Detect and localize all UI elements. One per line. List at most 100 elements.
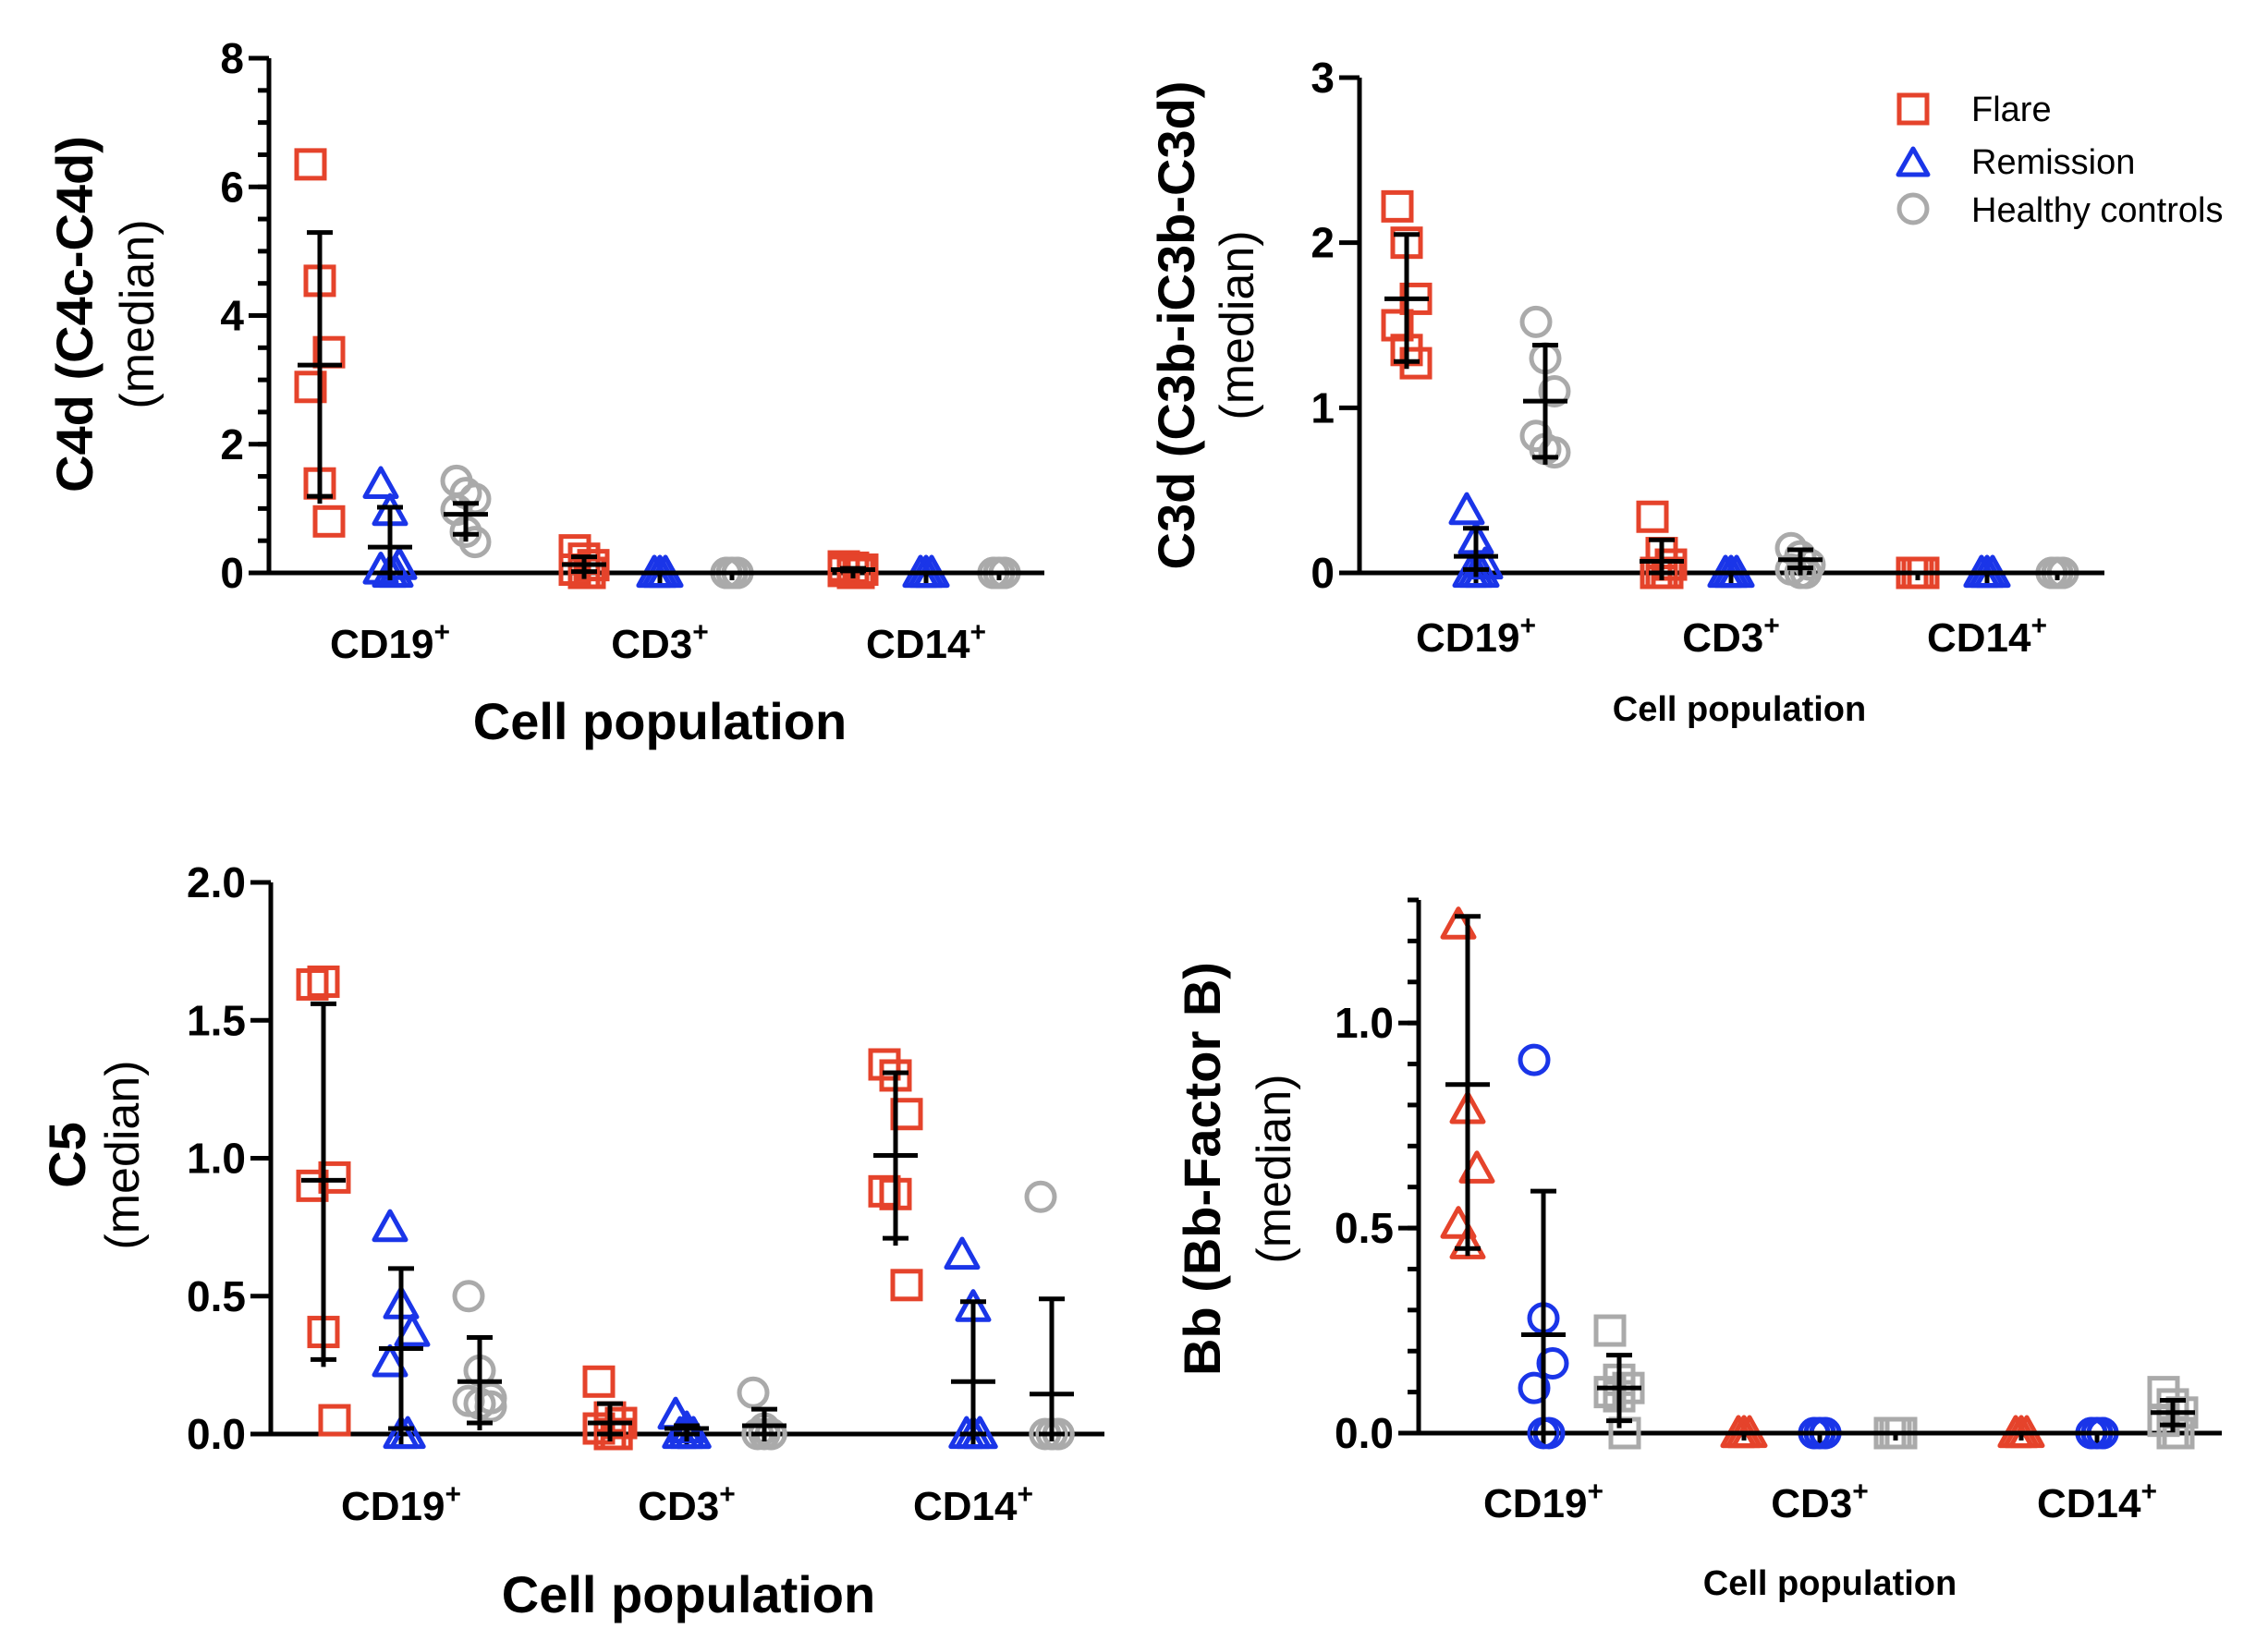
data-point-circle <box>737 1376 770 1409</box>
data-group <box>440 464 492 559</box>
y-tick-label: 0.0 <box>187 1410 246 1458</box>
category-superscript: + <box>2140 1477 2157 1507</box>
data-group <box>452 1280 507 1431</box>
data-point-circle <box>1518 1043 1551 1076</box>
data-group <box>1593 1314 1645 1450</box>
data-group <box>1707 554 1755 589</box>
data-point-square <box>868 1174 901 1208</box>
data-group <box>868 1048 923 1302</box>
x-category-label: CD19+ <box>341 1479 461 1529</box>
data-group <box>902 554 950 589</box>
series-healthy-controls <box>1593 1314 2199 1450</box>
data-point-square <box>318 1161 351 1194</box>
data-point-square <box>312 504 346 538</box>
x-axis-title: Cell population <box>502 1565 875 1623</box>
data-point-circle <box>1519 305 1553 338</box>
data-point-triangle <box>394 1314 431 1347</box>
category-superscript: + <box>1763 611 1780 641</box>
y-axis-title: C5 <box>38 1122 96 1188</box>
category-name: CD3 <box>638 1484 719 1529</box>
y-axis-title: C4d (C4c-C4d) <box>45 136 104 492</box>
x-category-label: CD14+ <box>913 1479 1033 1529</box>
category-name: CD3 <box>1771 1481 1852 1526</box>
legend-item-flare: Flare <box>1896 91 2052 129</box>
legend-square-icon <box>1896 92 1930 126</box>
data-group <box>827 550 879 590</box>
x-axis-title: Cell population <box>1613 690 1866 729</box>
x-category-label: CD3+ <box>1682 611 1780 661</box>
data-point-square <box>307 965 340 998</box>
data-point-square <box>868 1048 901 1081</box>
series-healthy-controls <box>440 464 1021 590</box>
data-point-triangle <box>1449 1226 1486 1259</box>
category-name: CD19 <box>1416 615 1520 661</box>
data-point-circle <box>474 1390 507 1423</box>
data-group <box>296 965 351 1437</box>
data-point-triangle <box>944 1236 981 1270</box>
data-point-square <box>2162 1416 2195 1450</box>
data-group <box>1519 305 1571 469</box>
data-point-triangle <box>1448 492 1485 526</box>
series-remission <box>362 466 950 589</box>
legend-label: Flare <box>1971 91 2052 129</box>
data-point-circle <box>1518 1371 1551 1404</box>
data-group <box>1381 189 1433 380</box>
data-group <box>1440 906 1495 1259</box>
data-group <box>1024 1180 1075 1451</box>
y-tick-label: 2 <box>1311 219 1335 267</box>
series-flare <box>296 965 923 1451</box>
category-superscript: + <box>692 617 709 648</box>
y-tick-label: 1.0 <box>1335 999 1394 1047</box>
category-superscript: + <box>445 1479 461 1510</box>
category-superscript: + <box>1519 611 1536 641</box>
data-point-triangle <box>362 466 399 500</box>
y-axis-title: C3d (C3b-iC3b-C3d) <box>1147 81 1205 570</box>
data-point-square <box>318 1404 351 1437</box>
data-group <box>1896 556 1940 590</box>
data-group <box>737 1376 787 1451</box>
y-tick-label: 0.5 <box>187 1272 246 1320</box>
series-healthy-controls <box>1519 305 2079 590</box>
category-superscript: + <box>1587 1477 1603 1507</box>
legend-item-healthy-controls: Healthy controls <box>1896 191 2223 230</box>
data-point-square <box>1636 500 1669 533</box>
category-name: CD19 <box>341 1484 445 1529</box>
data-group <box>1798 1416 1842 1450</box>
data-group <box>944 1236 998 1450</box>
data-point-triangle <box>372 1209 408 1243</box>
data-point-square <box>294 148 327 181</box>
data-point-square <box>890 1098 923 1131</box>
category-name: CD14 <box>1927 615 2031 661</box>
category-name: CD3 <box>611 622 692 667</box>
data-point-circle <box>452 1280 485 1313</box>
category-superscript: + <box>2030 611 2047 641</box>
legend-circle-icon <box>1896 192 1930 225</box>
series-remission <box>372 1209 998 1450</box>
x-category-label: CD19+ <box>1483 1477 1603 1526</box>
y-tick-label: 3 <box>1311 54 1335 102</box>
category-superscript: + <box>433 617 450 648</box>
x-category-label: CD3+ <box>611 617 709 667</box>
data-point-circle <box>1538 436 1571 469</box>
series-remission <box>1518 1043 2119 1450</box>
category-name: CD3 <box>1682 615 1763 661</box>
data-group <box>657 1396 712 1450</box>
category-superscript: + <box>969 617 986 648</box>
y-tick-label: 1 <box>1311 383 1335 432</box>
data-point-square <box>1381 309 1414 342</box>
y-tick-label: 0.5 <box>1335 1204 1394 1252</box>
legend-triangle-icon <box>1896 146 1931 177</box>
data-point-square <box>582 1412 616 1445</box>
data-point-square <box>296 1169 329 1202</box>
y-tick-label: 0 <box>1311 549 1335 597</box>
data-group <box>558 534 610 590</box>
y-tick-label: 0.0 <box>1335 1409 1394 1457</box>
data-group <box>582 1365 638 1451</box>
data-group <box>1636 500 1688 590</box>
data-point-circle <box>1536 1347 1569 1380</box>
legend: Flare Remission Healthy controls <box>1896 91 2223 230</box>
